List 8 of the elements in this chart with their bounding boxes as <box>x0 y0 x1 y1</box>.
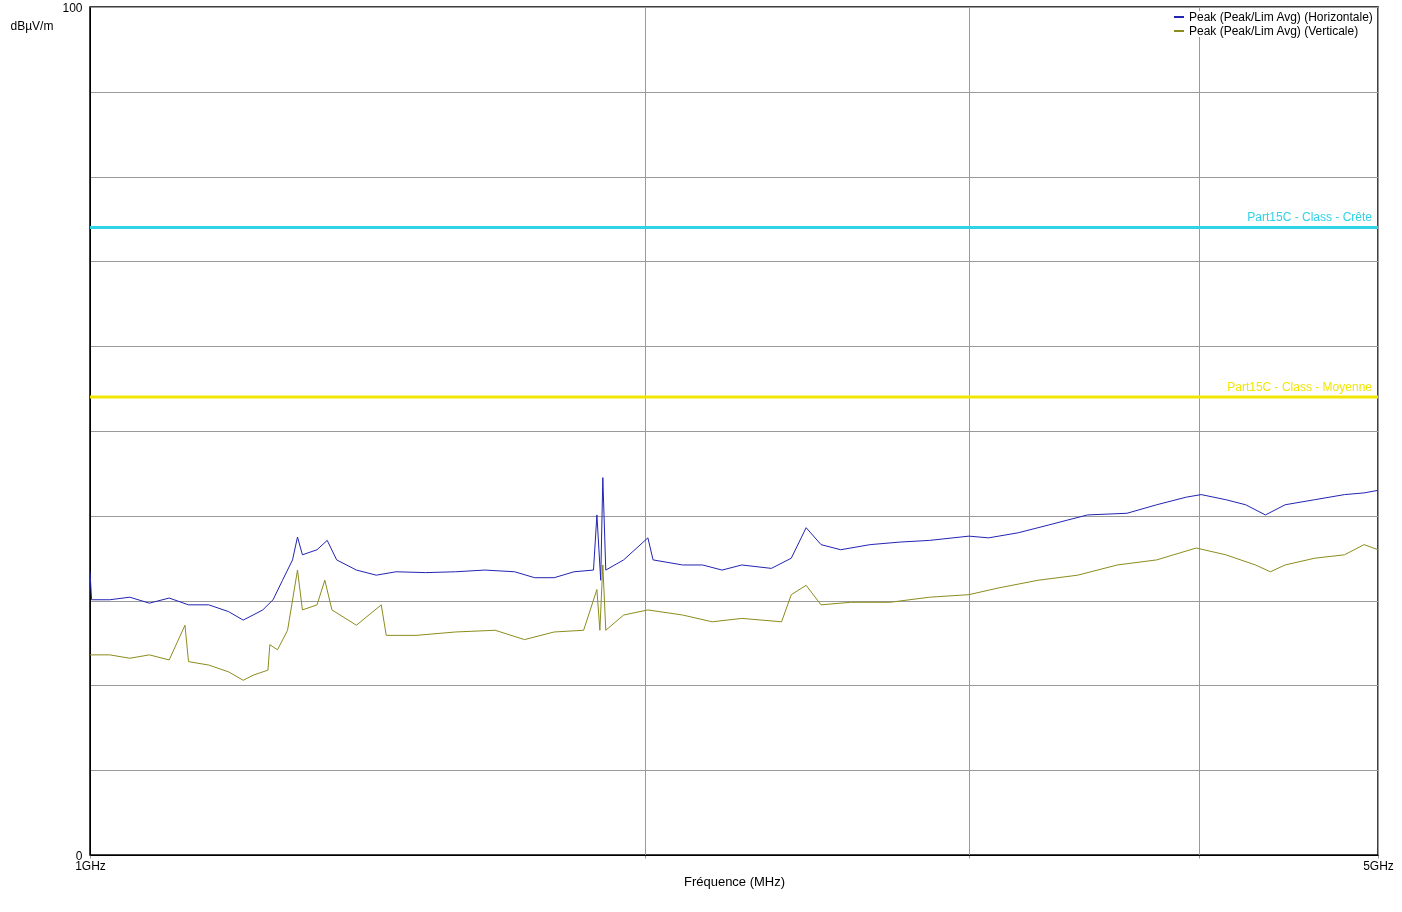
x-axis-title: Fréquence (MHz) <box>683 873 786 889</box>
ref-line-label: Part15C - Class - Moyenne <box>1227 380 1373 395</box>
ref-line-label: Part15C - Class - Crête <box>1247 210 1373 225</box>
x-tick-label: 5GHz <box>1363 858 1394 873</box>
legend-label: Peak (Peak/Lim Avg) (Horizontale) <box>1189 10 1373 24</box>
legend-label: Peak (Peak/Lim Avg) (Verticale) <box>1189 24 1359 38</box>
y-axis-title: dBµV/m <box>10 18 54 33</box>
y-tick-label: 100 <box>62 0 83 15</box>
